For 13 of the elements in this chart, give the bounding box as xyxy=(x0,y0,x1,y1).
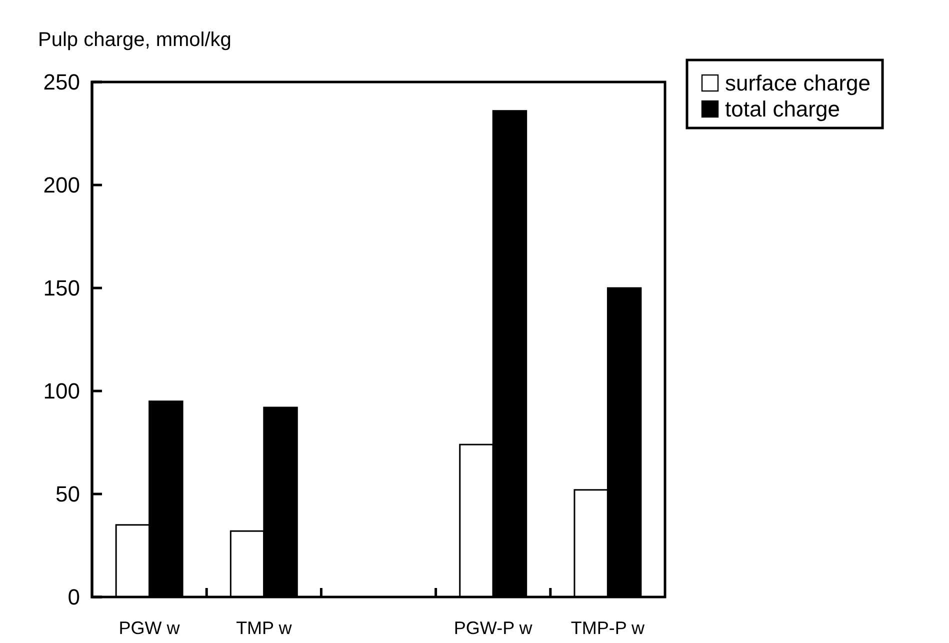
y-tick-label: 200 xyxy=(43,172,80,198)
y-axis-title: Pulp charge, mmol/kg xyxy=(38,29,232,51)
y-tick-label: 50 xyxy=(56,482,80,507)
y-tick-label: 150 xyxy=(43,276,80,301)
x-tick-label: PGW-P w xyxy=(454,618,534,638)
legend-label: total charge xyxy=(725,96,840,122)
y-tick-label: 250 xyxy=(43,70,80,95)
x-tick-label: PGW w xyxy=(118,618,181,638)
y-tick-label: 0 xyxy=(68,584,80,610)
legend-label: surface charge xyxy=(725,70,871,96)
x-tick-label: TMP w xyxy=(236,618,293,638)
x-tick-label: TMP-P w xyxy=(570,618,646,638)
y-tick-label: 100 xyxy=(43,378,80,404)
